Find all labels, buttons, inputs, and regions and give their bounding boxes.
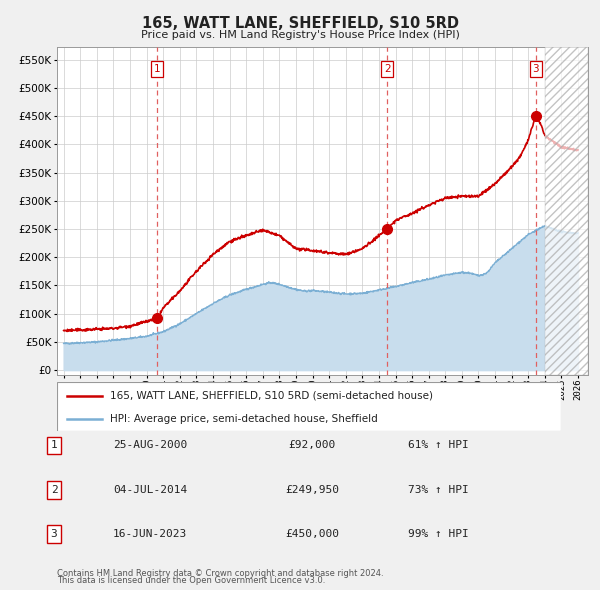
Text: 2: 2 <box>50 485 58 494</box>
Text: £249,950: £249,950 <box>285 485 339 494</box>
Text: HPI: Average price, semi-detached house, Sheffield: HPI: Average price, semi-detached house,… <box>110 414 377 424</box>
Text: Price paid vs. HM Land Registry's House Price Index (HPI): Price paid vs. HM Land Registry's House … <box>140 31 460 40</box>
Text: £450,000: £450,000 <box>285 529 339 539</box>
Text: 99% ↑ HPI: 99% ↑ HPI <box>407 529 469 539</box>
Text: 25-AUG-2000: 25-AUG-2000 <box>113 441 187 450</box>
Text: 3: 3 <box>532 64 539 74</box>
Text: 04-JUL-2014: 04-JUL-2014 <box>113 485 187 494</box>
Text: Contains HM Land Registry data © Crown copyright and database right 2024.: Contains HM Land Registry data © Crown c… <box>57 569 383 578</box>
Text: This data is licensed under the Open Government Licence v3.0.: This data is licensed under the Open Gov… <box>57 576 325 585</box>
Text: £92,000: £92,000 <box>289 441 335 450</box>
Text: 16-JUN-2023: 16-JUN-2023 <box>113 529 187 539</box>
Text: 1: 1 <box>154 64 161 74</box>
Text: 61% ↑ HPI: 61% ↑ HPI <box>407 441 469 450</box>
Text: 165, WATT LANE, SHEFFIELD, S10 5RD: 165, WATT LANE, SHEFFIELD, S10 5RD <box>142 16 458 31</box>
Bar <box>545 47 588 375</box>
Text: 2: 2 <box>384 64 391 74</box>
Text: 3: 3 <box>50 529 58 539</box>
Text: 1: 1 <box>50 441 58 450</box>
Text: 73% ↑ HPI: 73% ↑ HPI <box>407 485 469 494</box>
Text: 165, WATT LANE, SHEFFIELD, S10 5RD (semi-detached house): 165, WATT LANE, SHEFFIELD, S10 5RD (semi… <box>110 391 433 401</box>
